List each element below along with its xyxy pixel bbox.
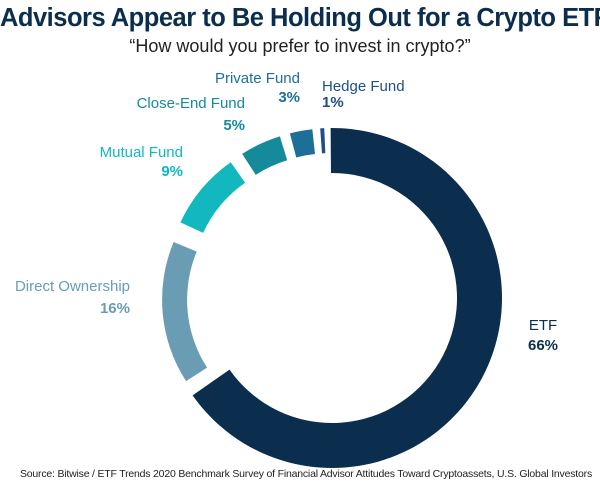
- label-mutual-fund: Mutual Fund: [100, 144, 183, 161]
- label-direct-ownership: Direct Ownership: [15, 278, 130, 295]
- slice-private-fund: [289, 129, 316, 158]
- value-label-hedge-fund: 1%: [322, 94, 344, 111]
- slice-hedge-fund: [320, 128, 326, 154]
- label-close-end-fund: Close-End Fund: [137, 95, 245, 112]
- chart-title: Advisors Appear to Be Holding Out for a …: [0, 4, 600, 32]
- slice-direct-ownership: [162, 241, 208, 382]
- value-label-mutual-fund: 9%: [161, 163, 183, 180]
- slice-close-end-fund: [242, 136, 288, 175]
- chart-subtitle: “How would you prefer to invest in crypt…: [129, 36, 471, 56]
- slice-etf: [192, 128, 503, 469]
- value-label-etf: 66%: [528, 337, 558, 354]
- label-hedge-fund: Hedge Fund: [322, 78, 405, 95]
- label-etf: ETF: [529, 317, 557, 334]
- label-private-fund: Private Fund: [215, 70, 300, 87]
- source-note: Source: Bitwise / ETF Trends 2020 Benchm…: [19, 468, 592, 480]
- value-label-close-end-fund: 5%: [223, 117, 245, 134]
- slice-mutual-fund: [180, 162, 246, 233]
- value-label-private-fund: 3%: [278, 89, 300, 106]
- value-label-direct-ownership: 16%: [100, 300, 130, 317]
